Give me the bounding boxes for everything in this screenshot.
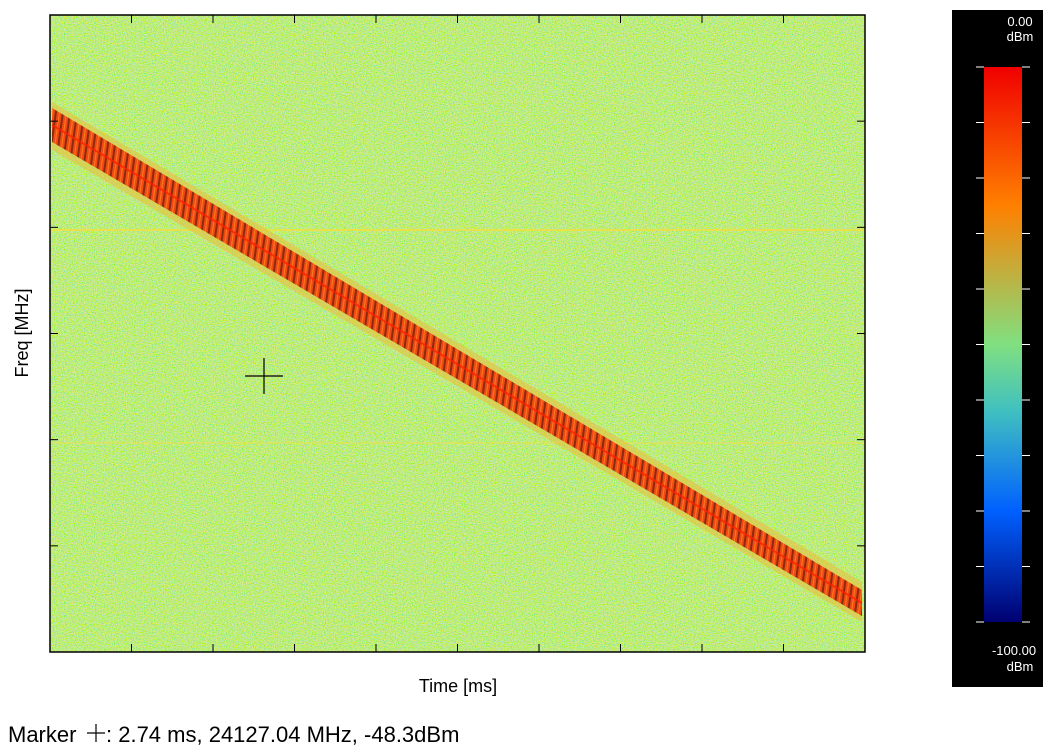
y-axis-label: Freq [MHz]	[12, 288, 32, 377]
chirp-center	[51, 124, 863, 604]
colorbar-bottom-unit: dBm	[1007, 659, 1034, 674]
noise-texture	[50, 15, 865, 652]
colorbar-ticks	[976, 66, 1030, 623]
colorbar-bottom-value: -100.00	[992, 643, 1036, 658]
colorbar-gradient	[984, 67, 1022, 622]
colorbar-top-unit: dBm	[1007, 29, 1034, 44]
colorbar-top-value: 0.00	[1007, 14, 1032, 29]
x-axis-label: Time [ms]	[419, 676, 497, 696]
marker-label: Marker	[8, 722, 76, 747]
tick-group	[50, 15, 865, 652]
marker-readout: : 2.74 ms, 24127.04 MHz, -48.3dBm	[106, 722, 459, 747]
marker-cross	[245, 358, 283, 394]
marker-symbol	[87, 724, 105, 742]
chirp-signal	[52, 108, 862, 616]
